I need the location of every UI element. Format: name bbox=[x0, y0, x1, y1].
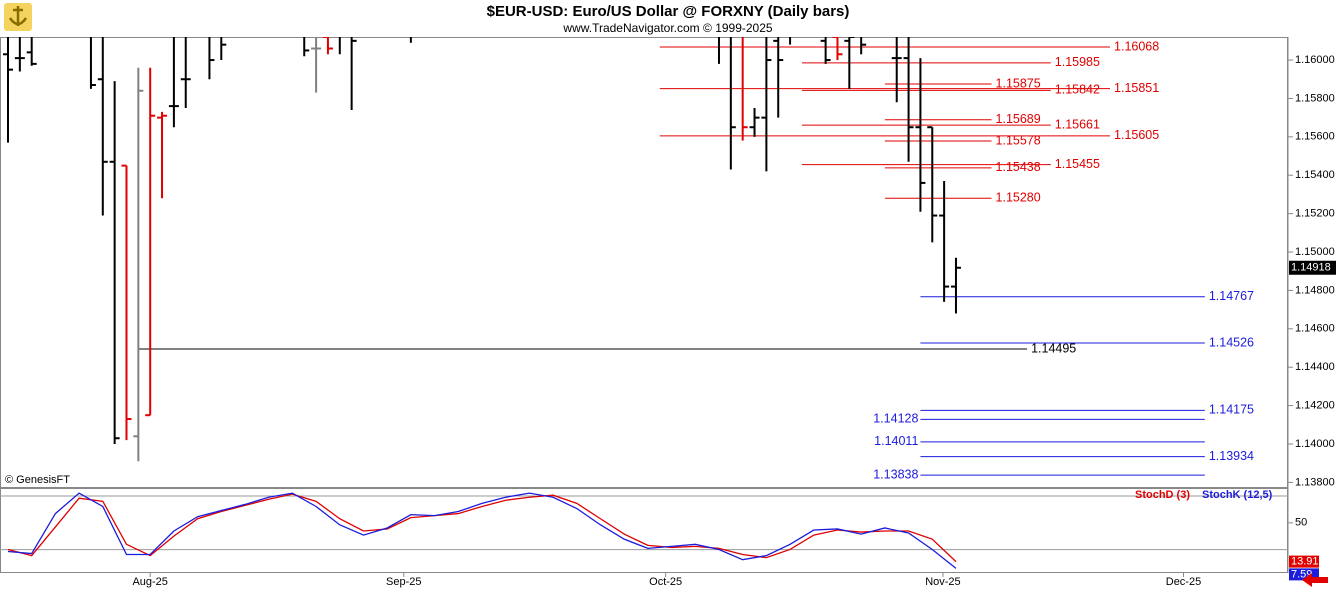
y-tick-label: 1.15200 bbox=[1295, 208, 1335, 220]
level-label: 1.15689 bbox=[996, 112, 1041, 126]
level-label: 1.14011 bbox=[874, 434, 918, 448]
level-label: 1.14175 bbox=[1209, 403, 1254, 417]
axes: 1.13800 1.14000 1.14200 1.14400 1.14600 1.148… bbox=[132, 39, 1336, 588]
last-value-label: 13.91 bbox=[1291, 556, 1319, 568]
level-label: 1.15438 bbox=[996, 160, 1041, 174]
copyright: © GenesisFT bbox=[5, 474, 70, 486]
x-tick-label: Nov-25 bbox=[925, 576, 960, 588]
y-tick-label: 1.14600 bbox=[1295, 323, 1335, 335]
level-label: 1.13934 bbox=[1209, 449, 1254, 463]
logo bbox=[4, 3, 32, 31]
stoch-plot bbox=[0, 492, 1288, 569]
level-label: 1.14526 bbox=[1209, 335, 1254, 349]
level-label: 1.15875 bbox=[996, 76, 1041, 90]
x-tick-label: Sep-25 bbox=[386, 576, 421, 588]
level-label: 1.14495 bbox=[1031, 341, 1076, 355]
y-tick-label: 1.15600 bbox=[1295, 131, 1335, 143]
y-tick-label: 1.14200 bbox=[1295, 400, 1335, 412]
price-plot bbox=[2, 37, 1205, 476]
level-label: 1.15842 bbox=[1055, 83, 1100, 97]
level-label: 1.15280 bbox=[996, 191, 1041, 205]
y-tick-label: 50 bbox=[1295, 517, 1307, 529]
level-label: 1.14767 bbox=[1209, 289, 1254, 303]
level-label: 1.15985 bbox=[1055, 55, 1100, 69]
level-label: 1.15455 bbox=[1055, 157, 1100, 171]
last-price-label: 1.14918 bbox=[1291, 262, 1331, 274]
legend-entry: StochD (3) bbox=[1135, 489, 1190, 501]
level-label: 1.15851 bbox=[1114, 81, 1159, 95]
chart-title: $EUR-USD: Euro/US Dollar @ FORXNY (Daily… bbox=[487, 3, 850, 20]
last-price-box bbox=[1289, 260, 1336, 275]
legend-entry: StochK (12,5) bbox=[1202, 489, 1273, 501]
level-label: 1.15578 bbox=[996, 133, 1041, 147]
chart-subtitle: www.TradeNavigator.com © 1999-2025 bbox=[562, 21, 772, 35]
x-tick-label: Oct-25 bbox=[649, 576, 682, 588]
scroll-arrow[interactable] bbox=[1302, 573, 1328, 587]
y-tick-label: 1.14000 bbox=[1295, 438, 1335, 450]
y-tick-label: 1.15800 bbox=[1295, 92, 1335, 104]
level-label: 1.14128 bbox=[873, 412, 918, 426]
stoch-line bbox=[7, 493, 957, 563]
level-label: 1.15605 bbox=[1114, 128, 1159, 142]
x-tick-label: Aug-25 bbox=[132, 576, 167, 588]
stoch-line bbox=[7, 492, 957, 569]
level-label: 1.13838 bbox=[873, 467, 918, 481]
y-tick-label: 1.16000 bbox=[1295, 54, 1335, 66]
level-label: 1.15661 bbox=[1055, 117, 1100, 131]
last-value-box bbox=[1289, 555, 1319, 568]
x-tick-label: Dec-25 bbox=[1166, 576, 1201, 588]
y-tick-label: 1.13800 bbox=[1295, 476, 1335, 488]
y-tick-label: 1.14400 bbox=[1295, 361, 1335, 373]
y-tick-label: 1.14800 bbox=[1295, 284, 1335, 296]
y-tick-label: 1.15400 bbox=[1295, 169, 1335, 181]
y-tick-label: 1.15000 bbox=[1295, 246, 1335, 258]
level-label: 1.16068 bbox=[1114, 39, 1159, 53]
